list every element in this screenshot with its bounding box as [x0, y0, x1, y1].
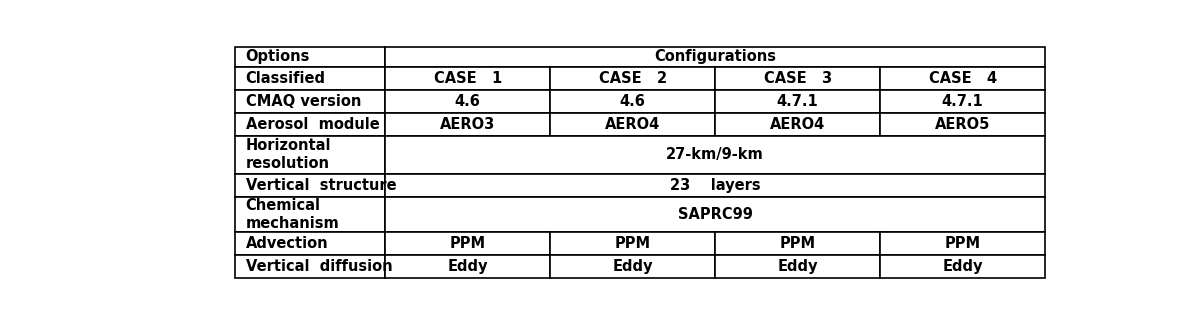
Bar	[234, 66, 386, 90]
Text: PPM: PPM	[615, 236, 651, 251]
Text: CASE   3: CASE 3	[764, 70, 832, 85]
Bar	[234, 90, 386, 113]
Text: 4.7.1: 4.7.1	[941, 94, 984, 109]
Text: CASE   2: CASE 2	[599, 70, 666, 85]
Text: PPM: PPM	[945, 236, 981, 251]
Text: AERO3: AERO3	[440, 117, 495, 132]
Bar	[881, 66, 1045, 90]
Bar	[386, 90, 550, 113]
Text: AERO4: AERO4	[770, 117, 826, 132]
Text: Vertical  diffusion: Vertical diffusion	[245, 259, 393, 274]
Bar	[386, 66, 550, 90]
Text: PPM: PPM	[779, 236, 816, 251]
Text: 4.7.1: 4.7.1	[777, 94, 819, 109]
Text: 4.6: 4.6	[620, 94, 646, 109]
Bar	[234, 113, 386, 136]
Text: 23    layers: 23 layers	[670, 178, 760, 193]
Bar	[550, 232, 715, 255]
Text: Chemical
mechanism: Chemical mechanism	[245, 198, 339, 231]
Text: Eddy: Eddy	[942, 259, 983, 274]
Bar	[386, 136, 1045, 174]
Bar	[386, 174, 1045, 197]
Text: Eddy: Eddy	[613, 259, 653, 274]
Bar	[550, 255, 715, 278]
Bar	[386, 47, 1045, 66]
Bar	[234, 197, 386, 232]
Text: Advection: Advection	[245, 236, 328, 251]
Bar	[550, 90, 715, 113]
Bar	[550, 113, 715, 136]
Text: CASE   1: CASE 1	[433, 70, 502, 85]
Text: CASE   4: CASE 4	[928, 70, 997, 85]
Text: AERO4: AERO4	[606, 117, 660, 132]
Text: Classified: Classified	[245, 70, 326, 85]
Text: PPM: PPM	[450, 236, 486, 251]
Bar	[715, 90, 881, 113]
Text: Vertical  structure: Vertical structure	[245, 178, 396, 193]
Bar	[386, 113, 550, 136]
Bar	[715, 232, 881, 255]
Bar	[234, 136, 386, 174]
Bar	[715, 66, 881, 90]
Text: Eddy: Eddy	[447, 259, 488, 274]
Text: AERO5: AERO5	[935, 117, 990, 132]
Text: SAPRC99: SAPRC99	[678, 207, 753, 222]
Bar	[234, 232, 386, 255]
Bar	[550, 66, 715, 90]
Bar	[715, 255, 881, 278]
Bar	[386, 255, 550, 278]
Text: Configurations: Configurations	[654, 49, 776, 64]
Text: Eddy: Eddy	[777, 259, 818, 274]
Bar	[881, 232, 1045, 255]
Bar	[234, 47, 386, 66]
Text: 27-km/9-km: 27-km/9-km	[666, 147, 764, 162]
Bar	[234, 174, 386, 197]
Bar	[386, 232, 550, 255]
Bar	[881, 90, 1045, 113]
Text: CMAQ version: CMAQ version	[245, 94, 361, 109]
Bar	[234, 255, 386, 278]
Bar	[386, 197, 1045, 232]
Bar	[715, 113, 881, 136]
Text: Horizontal
resolution: Horizontal resolution	[245, 138, 331, 171]
Text: Aerosol  module: Aerosol module	[245, 117, 380, 132]
Text: 4.6: 4.6	[455, 94, 481, 109]
Text: Options: Options	[245, 49, 309, 64]
Bar	[881, 113, 1045, 136]
Bar	[881, 255, 1045, 278]
